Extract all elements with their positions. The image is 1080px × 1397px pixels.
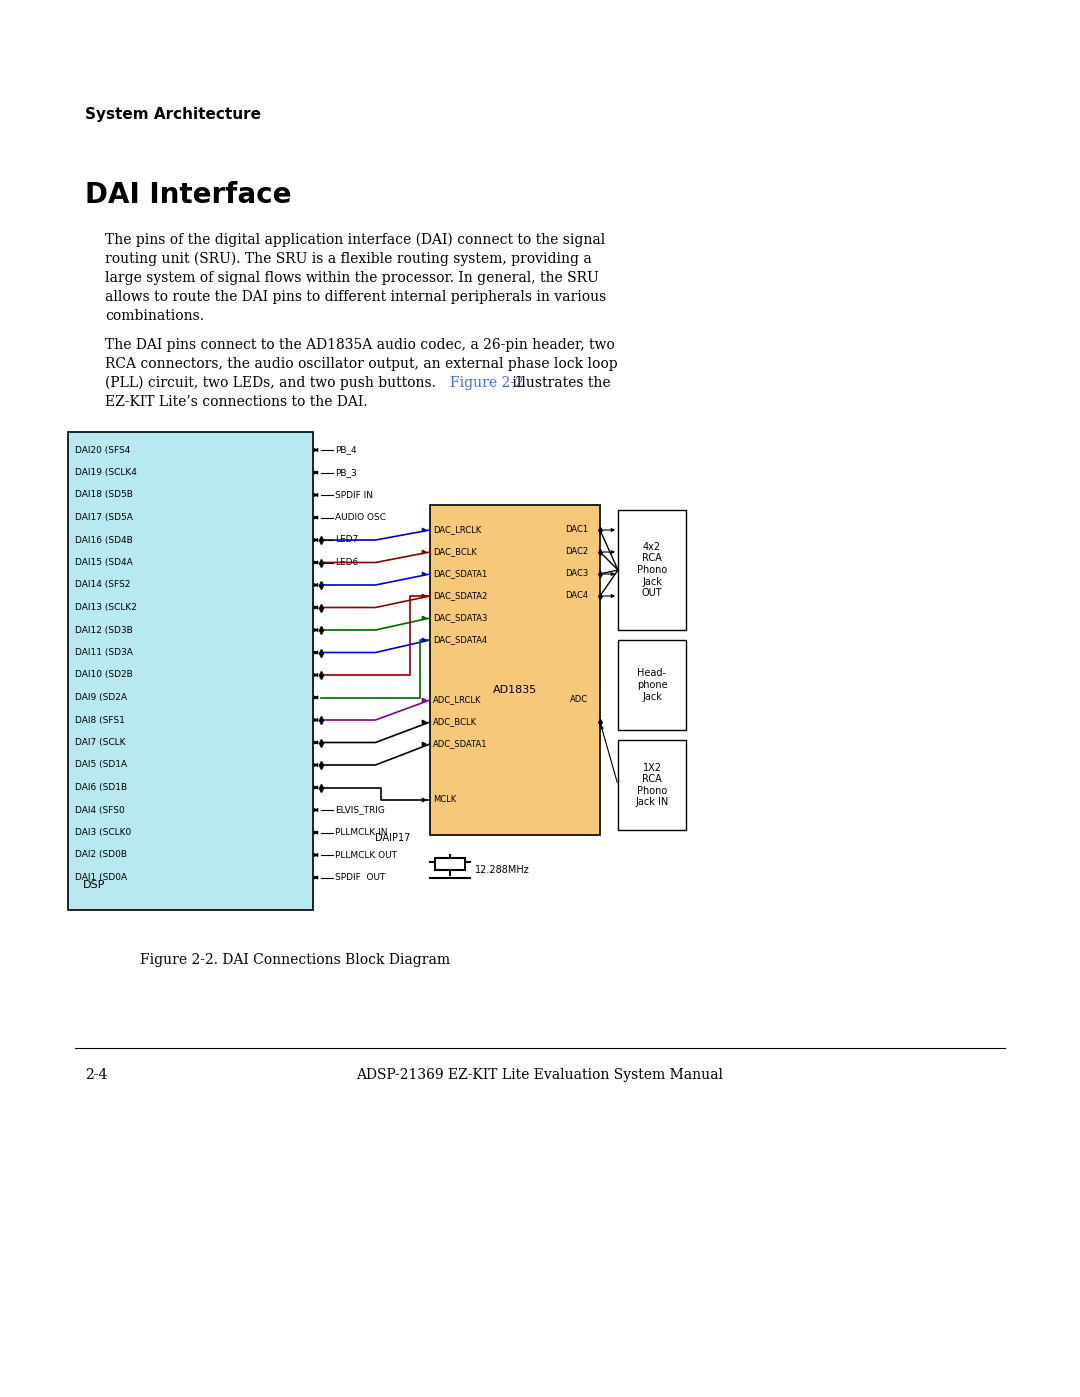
- Text: DAC_SDATA2: DAC_SDATA2: [433, 591, 487, 601]
- Text: 12.288MHz: 12.288MHz: [475, 865, 530, 875]
- Text: ADSP-21369 EZ-KIT Lite Evaluation System Manual: ADSP-21369 EZ-KIT Lite Evaluation System…: [356, 1067, 724, 1083]
- Text: The pins of the digital application interface (DAI) connect to the signal: The pins of the digital application inte…: [105, 233, 605, 247]
- Text: DAI18 (SD5B: DAI18 (SD5B: [75, 490, 133, 500]
- Text: DAC4: DAC4: [565, 591, 589, 601]
- Text: DAC_SDATA1: DAC_SDATA1: [433, 570, 487, 578]
- Text: ADC_SDATA1: ADC_SDATA1: [433, 739, 487, 749]
- Text: DAI12 (SD3B: DAI12 (SD3B: [75, 626, 133, 634]
- Text: DAI10 (SD2B: DAI10 (SD2B: [75, 671, 133, 679]
- Text: PLLMCLK IN: PLLMCLK IN: [335, 828, 388, 837]
- Text: DAI8 (SFS1: DAI8 (SFS1: [75, 715, 125, 725]
- Bar: [618, 510, 686, 630]
- Text: routing unit (SRU). The SRU is a flexible routing system, providing a: routing unit (SRU). The SRU is a flexibl…: [105, 251, 592, 267]
- Text: DAI16 (SD4B: DAI16 (SD4B: [75, 535, 133, 545]
- Text: DAIP17: DAIP17: [375, 833, 410, 842]
- Text: DAI7 (SCLK: DAI7 (SCLK: [75, 738, 125, 747]
- Bar: [68, 432, 313, 909]
- Text: DAC_SDATA4: DAC_SDATA4: [433, 636, 487, 644]
- Text: RCA connectors, the audio oscillator output, an external phase lock loop: RCA connectors, the audio oscillator out…: [105, 358, 618, 372]
- Text: DAI Interface: DAI Interface: [85, 182, 292, 210]
- Text: DAI3 (SCLK0: DAI3 (SCLK0: [75, 828, 132, 837]
- Text: DAC2: DAC2: [565, 548, 589, 556]
- Text: DAI1 (SD0A: DAI1 (SD0A: [75, 873, 127, 882]
- Text: SPDIF IN: SPDIF IN: [335, 490, 373, 500]
- Text: DAI9 (SD2A: DAI9 (SD2A: [75, 693, 127, 703]
- Bar: [430, 504, 600, 835]
- Text: Figure 2-2: Figure 2-2: [450, 376, 524, 390]
- Text: 2-4: 2-4: [85, 1067, 107, 1083]
- Text: DAI19 (SCLK4: DAI19 (SCLK4: [75, 468, 137, 476]
- Text: (PLL) circuit, two LEDs, and two push buttons.: (PLL) circuit, two LEDs, and two push bu…: [105, 376, 441, 390]
- Bar: [618, 740, 686, 830]
- Text: DAI20 (SFS4: DAI20 (SFS4: [75, 446, 131, 454]
- Text: PB_3: PB_3: [335, 468, 356, 476]
- Text: PLLMCLK OUT: PLLMCLK OUT: [335, 851, 397, 859]
- Text: DAC_BCLK: DAC_BCLK: [433, 548, 477, 556]
- Text: LED6: LED6: [335, 557, 359, 567]
- Text: SPDIF  OUT: SPDIF OUT: [335, 873, 386, 882]
- Text: MCLK: MCLK: [433, 795, 456, 805]
- Text: 1X2
RCA
Phono
Jack IN: 1X2 RCA Phono Jack IN: [635, 763, 669, 807]
- Text: DAI5 (SD1A: DAI5 (SD1A: [75, 760, 127, 770]
- Text: large system of signal flows within the processor. In general, the SRU: large system of signal flows within the …: [105, 271, 598, 285]
- Text: DAI2 (SD0B: DAI2 (SD0B: [75, 851, 127, 859]
- Text: AUDIO OSC: AUDIO OSC: [335, 513, 386, 522]
- Text: ADC: ADC: [570, 696, 589, 704]
- Text: DAC_LRCLK: DAC_LRCLK: [433, 525, 482, 535]
- Text: DAI4 (SFS0: DAI4 (SFS0: [75, 806, 125, 814]
- Text: allows to route the DAI pins to different internal peripherals in various: allows to route the DAI pins to differen…: [105, 291, 606, 305]
- Text: DAI6 (SD1B: DAI6 (SD1B: [75, 782, 127, 792]
- Text: System Architecture: System Architecture: [85, 108, 261, 123]
- Text: DAC1: DAC1: [565, 525, 589, 535]
- Text: AD1835: AD1835: [492, 685, 537, 694]
- Text: illustrates the: illustrates the: [508, 376, 610, 390]
- Text: ADC_BCLK: ADC_BCLK: [433, 718, 477, 726]
- Text: EZ-KIT Lite’s connections to the DAI.: EZ-KIT Lite’s connections to the DAI.: [105, 395, 367, 409]
- Text: DAI11 (SD3A: DAI11 (SD3A: [75, 648, 133, 657]
- Bar: [618, 640, 686, 731]
- Text: Head-
phone
Jack: Head- phone Jack: [637, 668, 667, 701]
- Text: ADC_LRCLK: ADC_LRCLK: [433, 696, 482, 704]
- Text: ELVIS_TRIG: ELVIS_TRIG: [335, 806, 384, 814]
- Text: DAI15 (SD4A: DAI15 (SD4A: [75, 557, 133, 567]
- Text: DAI17 (SD5A: DAI17 (SD5A: [75, 513, 133, 522]
- Text: The DAI pins connect to the AD1835A audio codec, a 26-pin header, two: The DAI pins connect to the AD1835A audi…: [105, 338, 615, 352]
- Text: DAI14 (SFS2: DAI14 (SFS2: [75, 581, 131, 590]
- Text: DSP: DSP: [83, 880, 106, 890]
- Text: DAI13 (SCLK2: DAI13 (SCLK2: [75, 604, 137, 612]
- Text: PB_4: PB_4: [335, 446, 356, 454]
- Text: combinations.: combinations.: [105, 309, 204, 323]
- Text: DAC3: DAC3: [565, 570, 589, 578]
- Text: DAC_SDATA3: DAC_SDATA3: [433, 613, 487, 623]
- Bar: [435, 858, 465, 870]
- Text: 4x2
RCA
Phono
Jack
OUT: 4x2 RCA Phono Jack OUT: [637, 542, 667, 598]
- Text: LED7: LED7: [335, 535, 359, 545]
- Text: Figure 2-2. DAI Connections Block Diagram: Figure 2-2. DAI Connections Block Diagra…: [140, 953, 450, 967]
